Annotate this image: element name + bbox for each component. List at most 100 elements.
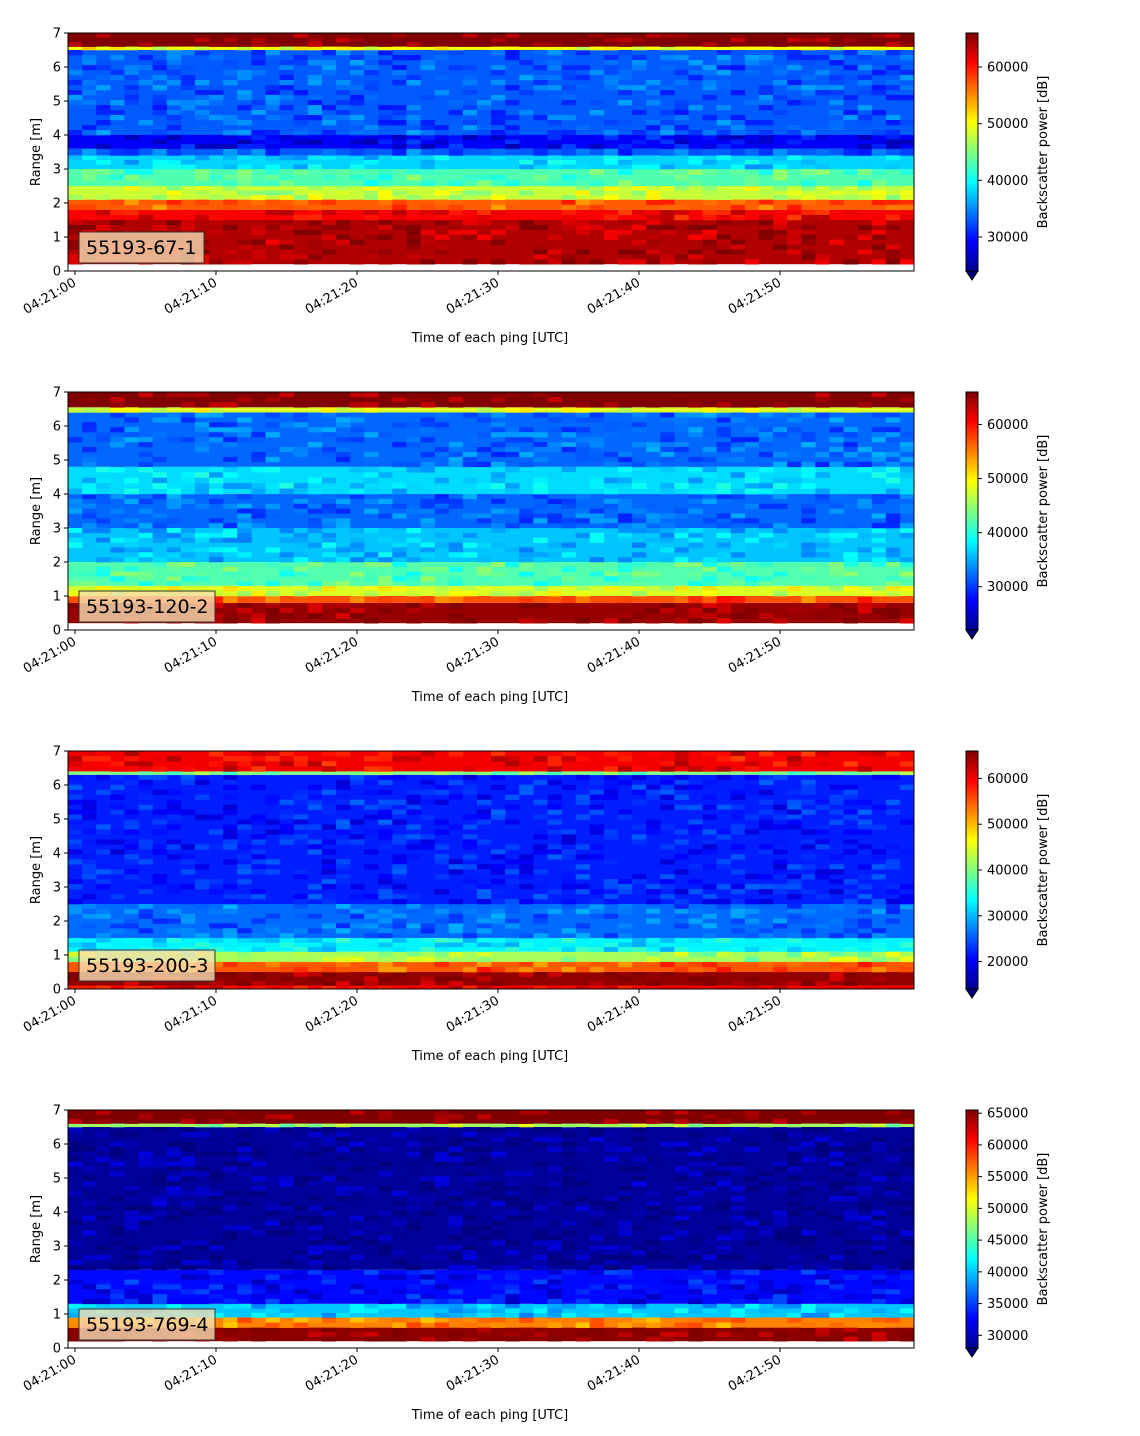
heatmap-cell [138, 784, 153, 791]
heatmap-cell [350, 204, 365, 211]
heatmap-cell [152, 65, 167, 71]
heatmap-cell [279, 135, 294, 140]
heatmap-cell [561, 834, 576, 840]
heatmap-cell [702, 894, 717, 900]
heatmap-cell [223, 523, 238, 529]
heatmap-cell [801, 55, 816, 61]
heatmap-cell [251, 613, 266, 619]
heatmap-cell [603, 1250, 619, 1256]
heatmap-cell [448, 985, 464, 990]
heatmap-cell [744, 761, 760, 767]
heatmap-cell [617, 451, 633, 458]
heatmap-cell [730, 417, 746, 423]
heatmap-cell [406, 483, 421, 489]
heatmap-cell [321, 985, 337, 990]
heatmap-cell [110, 437, 125, 443]
heatmap-cell [321, 1317, 337, 1323]
heatmap-cell [209, 774, 224, 781]
heatmap-cell [843, 75, 858, 81]
heatmap-cell [335, 859, 351, 865]
heatmap-cell [96, 829, 111, 835]
heatmap-cell [180, 488, 196, 495]
heatmap-cell [505, 947, 520, 952]
heatmap-cell [885, 889, 901, 895]
heatmap-cell [448, 602, 464, 609]
heatmap-cell [82, 461, 97, 468]
heatmap-cell [476, 923, 492, 929]
heatmap-cell [293, 1215, 308, 1221]
heatmap-cell [801, 918, 816, 924]
heatmap-cell [491, 483, 506, 489]
heatmap-cell [716, 55, 731, 61]
heatmap-cell [82, 90, 97, 96]
heatmap-cell [716, 756, 731, 762]
heatmap-cell [420, 576, 435, 582]
heatmap-cell [730, 879, 746, 885]
heatmap-cell [209, 90, 224, 96]
heatmap-cell [448, 547, 464, 553]
heatmap-cell [716, 542, 731, 548]
heatmap-cell [223, 42, 238, 47]
heatmap-cell [251, 864, 266, 870]
heatmap-cell [815, 552, 830, 558]
heatmap-cell [885, 494, 901, 500]
heatmap-cell [843, 981, 858, 986]
heatmap-cell [603, 894, 619, 900]
heatmap-cell [603, 130, 619, 136]
heatmap-cell [801, 412, 816, 418]
y-tick-label: 1 [53, 590, 61, 605]
heatmap-cell [660, 42, 675, 47]
heatmap-cell [251, 918, 266, 924]
heatmap-cell [505, 1176, 520, 1182]
heatmap-cell [194, 100, 210, 106]
heatmap-cell [730, 814, 746, 820]
heatmap-cell [96, 144, 111, 149]
heatmap-cell [364, 981, 379, 986]
heatmap-cell [265, 913, 280, 919]
heatmap-cell [223, 613, 238, 619]
heatmap-cell [223, 972, 238, 977]
heatmap-cell [166, 824, 182, 830]
heatmap-cell [96, 483, 111, 489]
heatmap-cell [533, 581, 548, 587]
heatmap-cell [505, 488, 520, 495]
heatmap-cell [787, 55, 802, 61]
heatmap-cell [420, 585, 435, 592]
heatmap-cell [632, 422, 647, 428]
heatmap-cell [209, 889, 224, 895]
heatmap-cell [307, 1317, 323, 1323]
heatmap-cell [674, 1322, 689, 1328]
heatmap-cell [688, 100, 703, 106]
heatmap-cell [223, 537, 238, 543]
heatmap-cell [448, 537, 464, 543]
heatmap-cell [899, 472, 915, 478]
heatmap-cell [152, 585, 167, 592]
heatmap-cell [152, 879, 167, 885]
heatmap-cell [617, 1279, 633, 1285]
heatmap-cell [406, 239, 421, 245]
heatmap-cell [899, 1274, 915, 1280]
heatmap-cell [364, 771, 379, 776]
heatmap-cell [406, 1141, 421, 1147]
heatmap-cell [251, 190, 266, 196]
heatmap-cell [575, 1332, 590, 1337]
heatmap-cell [448, 1127, 464, 1133]
heatmap-cell [194, 46, 210, 51]
heatmap-cell [124, 547, 139, 553]
heatmap-cell [787, 477, 802, 484]
heatmap-cell [476, 234, 492, 240]
heatmap-cell [688, 466, 703, 473]
heatmap-cell [251, 456, 266, 463]
heatmap-cell [702, 239, 717, 245]
heatmap-cell [533, 1141, 548, 1147]
heatmap-cell [491, 771, 506, 776]
heatmap-cell [138, 65, 153, 71]
heatmap-cell [265, 1327, 280, 1333]
heatmap-cell [716, 1250, 731, 1256]
heatmap-cell [603, 972, 619, 977]
heatmap-cell [152, 562, 167, 568]
heatmap-cell [434, 819, 449, 825]
heatmap-cell [674, 447, 689, 453]
heatmap-cell [787, 100, 802, 106]
x-tick-label: 04:21:10 [162, 275, 220, 317]
